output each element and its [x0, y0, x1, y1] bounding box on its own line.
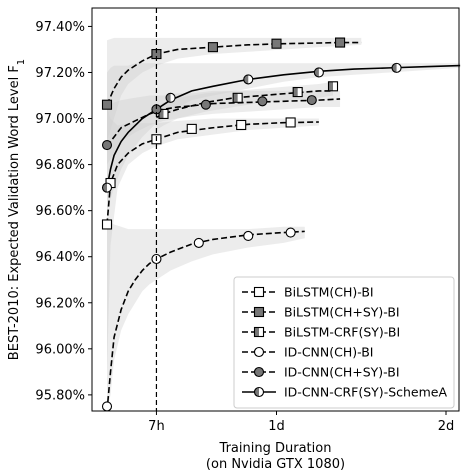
y-axis-title: BEST-2010: Expected Validation Word Leve… — [7, 59, 27, 360]
series-line — [106, 98, 341, 147]
confidence-band — [107, 222, 305, 411]
legend-label: ID-CNN-CRF(SY)-SchemeA — [284, 385, 447, 400]
legend-label: ID-CNN(CH+SY)-BI — [284, 365, 400, 380]
data-point — [327, 81, 339, 92]
series-line — [106, 64, 461, 188]
data-point — [101, 99, 113, 110]
confidence-band — [107, 63, 461, 211]
legend-marker — [253, 346, 265, 358]
y-axis: 95.80% 96.00% 96.20% 96.40% 96.60% 96.80% 97.0… — [35, 20, 92, 403]
y-tick-label: 96.80% — [35, 158, 85, 173]
x-tick-label: 2d — [438, 419, 455, 434]
y-tick-label: 97.40% — [35, 20, 85, 35]
legend-marker — [253, 366, 265, 378]
data-point — [207, 42, 218, 53]
x-tick-label: 1d — [268, 419, 285, 434]
y-tick-label: 95.80% — [35, 388, 85, 403]
data-point — [165, 92, 176, 103]
y-tick-label: 97.20% — [35, 66, 85, 81]
data-point — [193, 237, 204, 248]
legend-marker — [253, 286, 265, 298]
data-point — [292, 87, 303, 98]
legend-marker — [253, 306, 265, 318]
series-markers — [101, 37, 402, 412]
legend-marker — [253, 386, 265, 398]
legend-label: BiLSTM(CH+SY)-BI — [284, 305, 400, 320]
data-point — [101, 139, 113, 151]
y-tick-label: 96.00% — [35, 342, 85, 357]
legend-box — [233, 276, 455, 409]
x-axis-title-line2: (on Nvidia GTX 1080) — [206, 457, 345, 472]
x-axis: 7h 1d 2d — [148, 411, 454, 434]
data-point — [158, 108, 169, 119]
series-line — [106, 230, 305, 412]
data-point — [101, 219, 113, 230]
data-point — [313, 67, 324, 78]
y-tick-label: 96.20% — [35, 296, 85, 311]
data-point — [285, 117, 296, 128]
data-point — [306, 95, 317, 106]
data-point — [391, 62, 402, 73]
legend-marker — [253, 326, 265, 338]
x-axis-title-line1: Training Duration — [219, 441, 332, 456]
data-point — [285, 227, 296, 238]
data-point — [232, 92, 243, 103]
y-tick-label: 96.40% — [35, 250, 85, 265]
series-line — [106, 41, 362, 106]
plot-frame — [91, 7, 460, 412]
confidence-band — [107, 37, 362, 142]
y-tick-label: 96.60% — [35, 204, 85, 219]
x-tick-label: 7h — [148, 419, 165, 434]
y-axis-title-subscript: 1 — [16, 59, 27, 65]
data-point — [186, 123, 197, 134]
data-point — [257, 96, 268, 107]
data-point — [271, 38, 282, 49]
legend-label: BiLSTM(CH)-BI — [284, 285, 374, 300]
data-point — [101, 182, 113, 193]
y-tick-label: 97.00% — [35, 112, 85, 127]
legend-label: ID-CNN(CH)-BI — [284, 345, 373, 360]
legend-label: BiLSTM-CRF(SY)-BI — [284, 325, 400, 340]
data-point — [243, 74, 254, 85]
data-point — [335, 37, 346, 48]
data-point — [243, 230, 254, 242]
data-point — [101, 401, 113, 412]
legend: BiLSTM(CH)-BI BiLSTM(CH+SY)-BI BiLSTM-CRF(… — [233, 276, 455, 409]
data-point — [236, 119, 247, 131]
data-point — [200, 99, 211, 110]
